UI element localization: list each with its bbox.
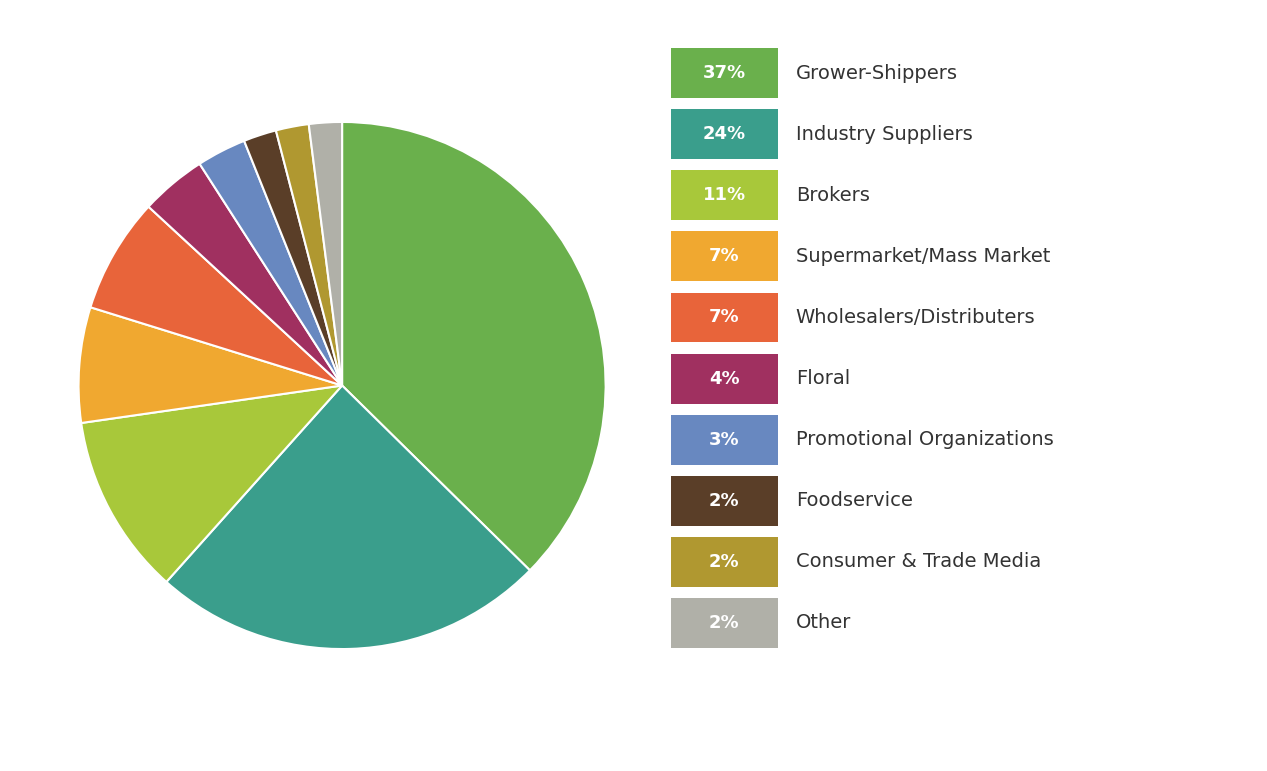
Text: Wholesalers/Distributers: Wholesalers/Distributers xyxy=(796,308,1035,327)
Text: Supermarket/Mass Market: Supermarket/Mass Market xyxy=(796,247,1050,266)
Wedge shape xyxy=(90,207,342,386)
Text: 7%: 7% xyxy=(710,308,740,326)
Wedge shape xyxy=(148,163,342,386)
FancyBboxPatch shape xyxy=(670,292,778,342)
FancyBboxPatch shape xyxy=(670,354,778,403)
Text: Industry Suppliers: Industry Suppliers xyxy=(796,125,973,144)
Text: 2%: 2% xyxy=(710,492,740,510)
Text: 24%: 24% xyxy=(703,126,746,143)
Wedge shape xyxy=(200,141,342,386)
FancyBboxPatch shape xyxy=(670,598,778,648)
Text: Promotional Organizations: Promotional Organizations xyxy=(796,430,1054,449)
Text: Grower-Shippers: Grower-Shippers xyxy=(796,64,958,82)
FancyBboxPatch shape xyxy=(670,537,778,587)
Text: Foodservice: Foodservice xyxy=(796,491,912,510)
Text: Other: Other xyxy=(796,613,851,632)
FancyBboxPatch shape xyxy=(670,231,778,281)
Wedge shape xyxy=(79,308,342,423)
Wedge shape xyxy=(309,122,342,385)
Wedge shape xyxy=(81,386,342,582)
Wedge shape xyxy=(166,386,530,649)
Wedge shape xyxy=(276,124,342,386)
Text: 37%: 37% xyxy=(703,64,746,82)
FancyBboxPatch shape xyxy=(670,415,778,465)
Text: 11%: 11% xyxy=(703,187,746,204)
Text: Floral: Floral xyxy=(796,369,850,388)
Text: 2%: 2% xyxy=(710,614,740,631)
FancyBboxPatch shape xyxy=(670,109,778,160)
Wedge shape xyxy=(342,122,606,571)
FancyBboxPatch shape xyxy=(670,476,778,526)
Text: 3%: 3% xyxy=(710,431,740,449)
FancyBboxPatch shape xyxy=(670,49,778,98)
Text: 2%: 2% xyxy=(710,553,740,571)
FancyBboxPatch shape xyxy=(670,170,778,221)
Text: Consumer & Trade Media: Consumer & Trade Media xyxy=(796,552,1041,571)
Wedge shape xyxy=(245,130,342,386)
Text: 4%: 4% xyxy=(710,369,740,388)
Text: Brokers: Brokers xyxy=(796,186,869,205)
Text: 7%: 7% xyxy=(710,247,740,265)
